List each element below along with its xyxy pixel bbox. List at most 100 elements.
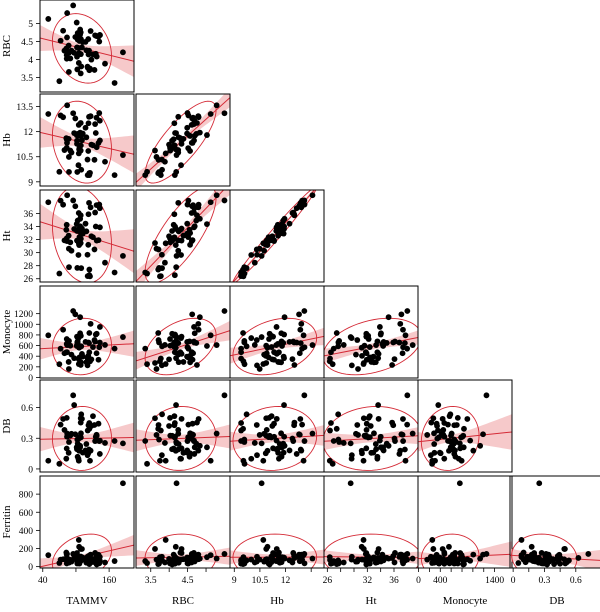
x-tick-label: 10.5 (252, 576, 269, 586)
data-point (65, 245, 72, 252)
data-point (251, 342, 258, 348)
data-point (162, 440, 168, 446)
data-point (263, 432, 270, 439)
data-point (258, 334, 265, 340)
data-point (57, 421, 64, 428)
data-point (273, 225, 280, 232)
data-point (84, 362, 91, 369)
data-point (189, 551, 196, 558)
confidence-band (136, 190, 230, 282)
data-point (378, 330, 384, 337)
data-point (85, 120, 92, 127)
data-point (65, 359, 72, 365)
data-point (178, 550, 185, 556)
data-point (178, 237, 185, 244)
data-ellipse (144, 533, 217, 568)
panel-frame (39, 0, 135, 93)
data-point (171, 211, 178, 218)
data-point (375, 350, 382, 357)
data-point (243, 343, 250, 350)
data-point (171, 413, 178, 420)
fit-line (40, 343, 134, 350)
data-point (195, 320, 202, 327)
data-point (297, 416, 304, 422)
data-point (96, 438, 103, 444)
data-point (87, 169, 93, 176)
data-point (175, 247, 182, 254)
data-ellipse (232, 317, 318, 376)
data-point (75, 150, 82, 157)
data-point (396, 339, 403, 346)
y-tick-label: 1200 (14, 310, 33, 320)
data-point (300, 457, 307, 464)
data-point (144, 168, 150, 175)
data-point (102, 60, 108, 67)
data-point (96, 553, 103, 560)
data-point (67, 239, 74, 246)
data-point (363, 420, 370, 427)
data-point (153, 154, 160, 160)
data-point (260, 240, 267, 247)
x-tick-label: 1400 (485, 576, 504, 586)
data-point (171, 272, 178, 279)
data-point (70, 2, 77, 9)
data-point (575, 555, 582, 561)
data-point (60, 27, 67, 34)
data-point (73, 444, 80, 451)
data-point (184, 344, 191, 351)
data-point (175, 113, 182, 120)
data-point (75, 240, 82, 247)
data-point (92, 549, 99, 556)
panel-DB-vs-TAMMV (39, 379, 135, 473)
data-point (171, 434, 178, 441)
data-point (528, 543, 535, 550)
data-point (290, 438, 297, 444)
data-point (518, 552, 525, 559)
data-point (73, 132, 80, 138)
data-point (64, 34, 70, 41)
data-point (355, 556, 361, 563)
data-point (207, 111, 214, 117)
data-point (401, 340, 408, 347)
data-point (92, 32, 99, 39)
y-tick-label: 34 (24, 223, 34, 233)
data-point (301, 308, 308, 314)
data-point (263, 427, 270, 433)
data-point (347, 440, 354, 447)
data-point (194, 362, 200, 368)
data-point (373, 446, 379, 453)
data-point (385, 442, 392, 449)
data-point (66, 439, 72, 445)
confidence-band (136, 424, 230, 452)
data-point (309, 192, 316, 199)
data-ellipse (324, 317, 418, 376)
data-point (77, 120, 84, 126)
data-ellipse (232, 533, 318, 568)
data-point (90, 234, 96, 241)
panel-frame (39, 285, 135, 379)
data-point (102, 342, 108, 348)
data-point (329, 560, 336, 566)
data-point (178, 546, 185, 552)
data-point (111, 438, 118, 444)
data-point (445, 438, 451, 444)
data-point (77, 434, 84, 441)
data-point (45, 457, 52, 464)
data-point (335, 411, 342, 418)
data-point (96, 451, 103, 457)
data-point (297, 557, 304, 564)
data-point (195, 113, 202, 120)
data-point (102, 559, 108, 566)
data-point (84, 452, 91, 459)
data-point (162, 150, 169, 157)
data-point (173, 264, 180, 271)
data-point (190, 438, 197, 444)
data-point (86, 446, 92, 453)
data-point (158, 156, 165, 163)
data-point (86, 557, 92, 564)
data-point (102, 259, 108, 266)
data-point (402, 457, 409, 464)
panel-content (418, 480, 512, 568)
data-point (328, 420, 334, 426)
data-point (365, 434, 372, 441)
